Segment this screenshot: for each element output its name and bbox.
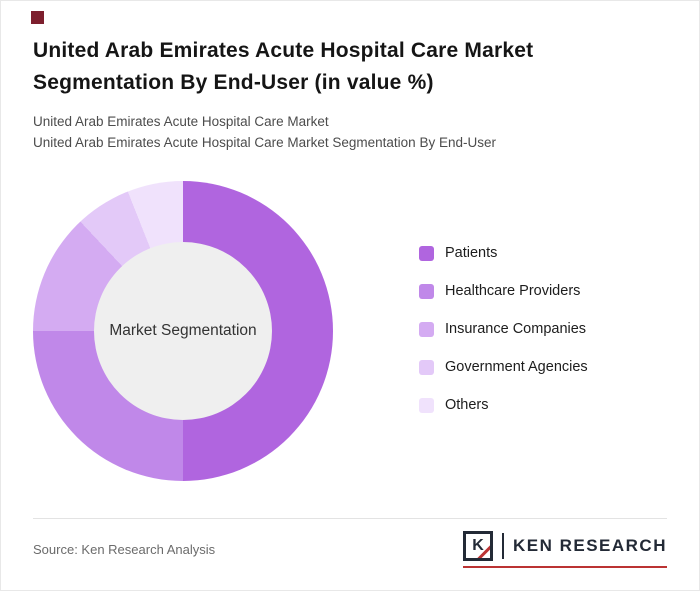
footer: Source: Ken Research Analysis K KEN RESE… [33,531,667,568]
subtitle-line-1: United Arab Emirates Acute Hospital Care… [33,114,329,129]
chart-legend: Patients Healthcare Providers Insurance … [419,245,588,435]
legend-swatch-government-agencies [419,359,434,375]
legend-swatch-others [419,397,434,413]
logo-divider [501,533,504,559]
legend-item-insurance-companies: Insurance Companies [419,321,588,337]
chart-title: United Arab Emirates Acute Hospital Care… [33,39,534,94]
donut-center: Market Segmentation [94,242,272,420]
legend-item-others: Others [419,397,588,413]
donut-center-label: Market Segmentation [109,322,257,339]
logo-monogram-box: K [462,531,493,561]
legend-item-government-agencies: Government Agencies [419,359,588,375]
legend-label: Government Agencies [445,359,588,375]
legend-swatch-patients [419,245,434,261]
subtitle-line-2: United Arab Emirates Acute Hospital Care… [33,135,496,150]
logo-text: KEN RESEARCH [512,536,667,555]
legend-label: Insurance Companies [445,321,587,337]
brand-accent-square [31,11,44,24]
legend-label: Others [445,397,489,413]
donut-chart: Market Segmentation [33,181,333,481]
legend-item-patients: Patients [419,245,588,261]
legend-label: Patients [445,245,498,261]
ken-research-logo: K KEN RESEARCH [462,531,667,568]
legend-swatch-healthcare-providers [419,283,434,299]
logo-underline [462,566,667,568]
legend-item-healthcare-providers: Healthcare Providers [419,283,588,299]
chart-area: Market Segmentation Patients Healthcare … [1,181,699,481]
legend-label: Healthcare Providers [445,283,581,299]
source-label: Source: Ken Research Analysis [33,542,216,557]
footer-divider [33,518,667,519]
legend-swatch-insurance-companies [419,321,434,337]
logo-monogram: K [472,537,484,554]
